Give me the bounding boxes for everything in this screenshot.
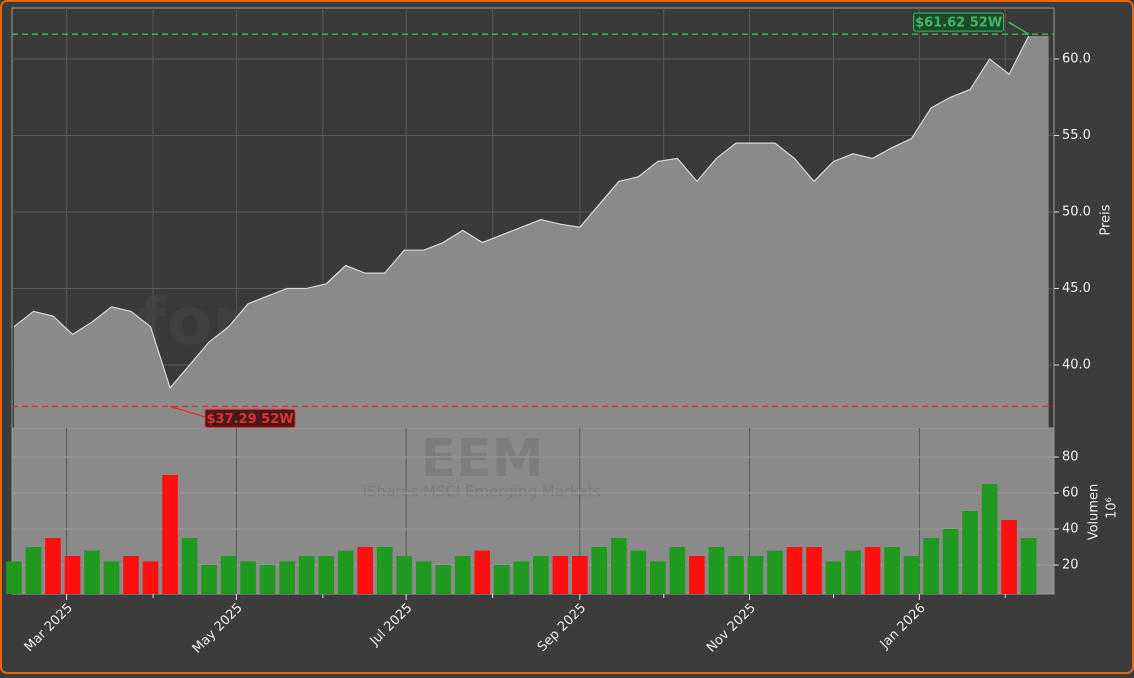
volume-bar — [767, 550, 783, 594]
y-tick-label: 50.0 — [1062, 204, 1091, 219]
volume-bar — [298, 556, 315, 594]
y-axis-label: Preis — [1099, 204, 1114, 235]
volume-bar — [591, 547, 608, 594]
volume-bar — [84, 550, 100, 594]
volume-bar — [552, 556, 569, 594]
volume-bar — [376, 547, 393, 594]
volume-bar — [1020, 538, 1037, 594]
y-tick-label: 55.0 — [1062, 128, 1091, 143]
volume-bar — [162, 474, 178, 594]
volume-bar — [181, 538, 198, 594]
y-tick-label: 20 — [1062, 558, 1079, 573]
volume-bar — [279, 561, 295, 594]
volume-bar — [45, 538, 61, 594]
annotation-box — [204, 408, 296, 428]
volume-bar — [454, 556, 471, 594]
y-tick-label: 60 — [1062, 485, 1079, 500]
volume-bar — [142, 561, 159, 594]
price-line — [13, 35, 1030, 390]
volume-bar — [474, 550, 491, 594]
volume-bar — [747, 556, 764, 594]
volume-bar — [123, 556, 139, 594]
volume-bar — [923, 538, 939, 594]
volume-bar — [728, 556, 744, 594]
volume-bar — [669, 547, 686, 594]
volume-bar — [942, 529, 959, 594]
annotation-label: $37.29 52W — [206, 412, 293, 427]
volume-bar — [415, 561, 432, 594]
annotation-label: $61.62 52W — [915, 16, 1002, 31]
volume-bar — [825, 561, 842, 594]
y-axis-scale: 10⁶ — [1105, 497, 1120, 519]
volume-bar — [318, 556, 334, 594]
volume-bar — [806, 547, 822, 594]
volume-bar — [708, 547, 725, 594]
volume-bar — [435, 565, 452, 594]
volume-bar — [25, 547, 42, 594]
volume-bar — [259, 565, 276, 594]
volume-bar — [962, 511, 978, 594]
volume-bar — [884, 547, 900, 594]
volume-bar — [493, 565, 510, 594]
volume-bar — [689, 556, 705, 594]
volume-bar — [630, 550, 647, 594]
volume-bar — [864, 547, 881, 594]
volume-bar — [337, 550, 354, 594]
volume-bar — [611, 538, 627, 594]
y-axis-label: Volumen — [1087, 484, 1102, 541]
volume-bar — [396, 556, 413, 594]
volume-bar — [786, 547, 803, 594]
volume-bar — [981, 483, 998, 594]
annotation-arrow — [169, 405, 211, 420]
volume-bar — [533, 556, 549, 594]
volume-bar — [357, 547, 373, 594]
y-tick-label: 45.0 — [1062, 281, 1091, 296]
y-tick-label: 80 — [1062, 449, 1079, 464]
volume-bar — [103, 561, 120, 594]
volume-bar — [64, 556, 81, 594]
volume-bar — [572, 556, 588, 594]
y-tick-label: 40 — [1062, 522, 1079, 537]
volume-bar — [6, 561, 22, 594]
volume-bar — [650, 561, 666, 594]
watermark-subtitle: iShares MSCI Emerging Markets — [363, 483, 601, 501]
annotation-box — [913, 12, 1005, 32]
annotation-arrow — [1008, 21, 1030, 35]
volume-bar — [1001, 520, 1017, 594]
price-area — [13, 36, 1049, 428]
volume-bar — [240, 561, 256, 594]
y-tick-label: 40.0 — [1062, 357, 1091, 372]
volume-bar — [513, 561, 530, 594]
volume-bar — [220, 556, 237, 594]
volume-bar — [903, 556, 920, 594]
watermark-title: EEM — [421, 429, 544, 489]
volume-bar — [201, 565, 217, 594]
y-tick-label: 60.0 — [1062, 51, 1091, 66]
volume-bar — [845, 550, 861, 594]
